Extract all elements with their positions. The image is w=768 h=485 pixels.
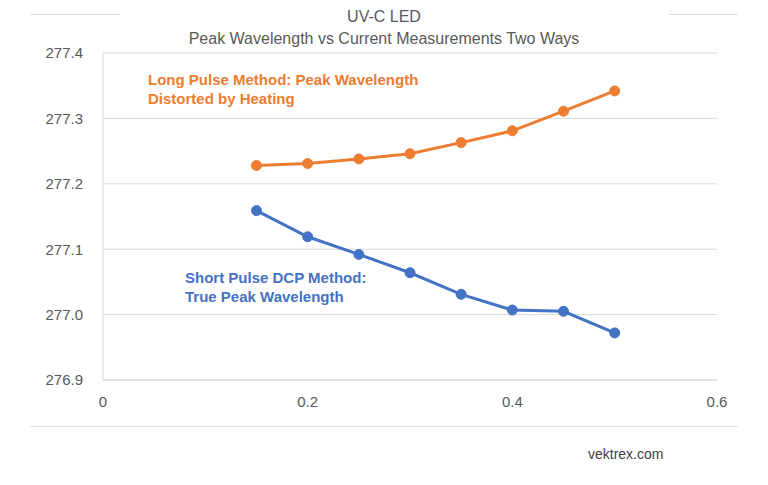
- svg-text:0.6: 0.6: [707, 393, 728, 410]
- svg-text:277.4: 277.4: [45, 44, 83, 61]
- html-text:True Peak Wavelength: True Peak Wavelength: [185, 288, 344, 305]
- svg-text:277.1: 277.1: [45, 241, 83, 258]
- html-text:vektrex.com: vektrex.com: [588, 446, 664, 462]
- svg-text:0: 0: [99, 393, 107, 410]
- html-text:Short Pulse DCP Method:: Short Pulse DCP Method:: [185, 269, 367, 286]
- html-text:UV-C LED: UV-C LED: [347, 8, 421, 25]
- html-text:Distorted by Heating: Distorted by Heating: [148, 90, 295, 107]
- svg-text:277.3: 277.3: [45, 110, 83, 127]
- svg-text:0.2: 0.2: [297, 393, 318, 410]
- svg-text:277.2: 277.2: [45, 175, 83, 192]
- svg-text:276.9: 276.9: [45, 371, 83, 388]
- html-text:Long Pulse Method: Peak Wavele: Long Pulse Method: Peak Wavelength: [148, 71, 419, 88]
- svg-text:277.0: 277.0: [45, 306, 83, 323]
- svg-text:0.4: 0.4: [502, 393, 523, 410]
- html-text:Peak Wavelength vs Current Mea: Peak Wavelength vs Current Measurements …: [188, 30, 580, 47]
